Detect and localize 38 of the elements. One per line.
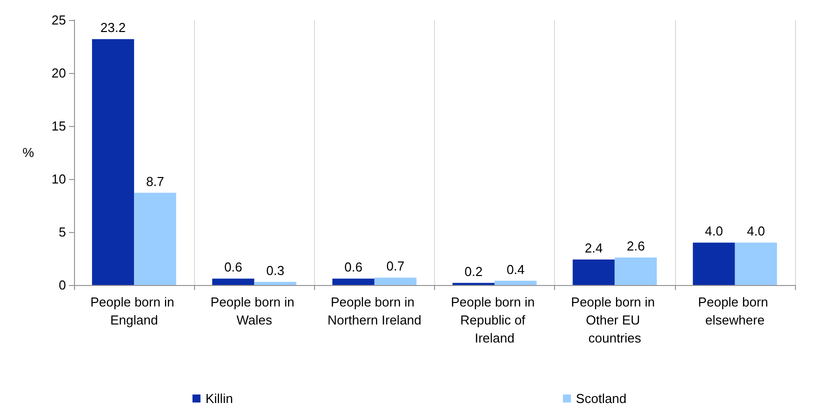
data-label: 0.4 [506, 262, 525, 277]
y-axis-title: % [22, 145, 34, 160]
data-label: 23.2 [100, 20, 126, 36]
x-tick-label: People born in Republic of Ireland [450, 294, 538, 346]
x-tick-label: People born elsewhere [698, 294, 772, 328]
bar [614, 257, 657, 285]
bar [254, 282, 296, 285]
bar [212, 278, 254, 285]
x-tick-label: People born in Northern Ireland [327, 294, 422, 328]
y-tick-label: 15 [52, 118, 66, 134]
bar [494, 280, 537, 285]
data-label: 0.6 [224, 260, 242, 275]
bar [692, 242, 735, 285]
data-label: 0.6 [344, 260, 362, 275]
y-tick-label: 20 [52, 66, 66, 80]
data-label: 2.6 [626, 238, 645, 254]
legend-label: Scotland [576, 391, 627, 406]
bar [92, 39, 134, 285]
data-label: 2.4 [584, 240, 603, 256]
data-label: 4.0 [704, 224, 723, 239]
bar [374, 278, 416, 285]
bar [734, 242, 777, 285]
x-tick-label: People born in England [90, 294, 178, 328]
y-tick-label: 5 [58, 224, 66, 240]
data-label: 4.0 [746, 224, 765, 239]
legend-label: Killin [205, 391, 233, 406]
data-label: 0.3 [266, 262, 284, 278]
y-tick-label: 10 [52, 172, 66, 186]
data-label: 0.7 [386, 258, 404, 274]
bar [332, 278, 374, 285]
x-tick-label: People born in Other EU countries [571, 294, 658, 346]
data-label: 0.2 [464, 264, 483, 279]
y-tick-label: 25 [52, 12, 66, 28]
y-tick-label: 0 [58, 278, 66, 292]
data-label: 8.7 [146, 174, 164, 189]
bar [572, 260, 615, 285]
x-tick-label: People born in Wales [210, 294, 298, 328]
bar [134, 192, 176, 285]
